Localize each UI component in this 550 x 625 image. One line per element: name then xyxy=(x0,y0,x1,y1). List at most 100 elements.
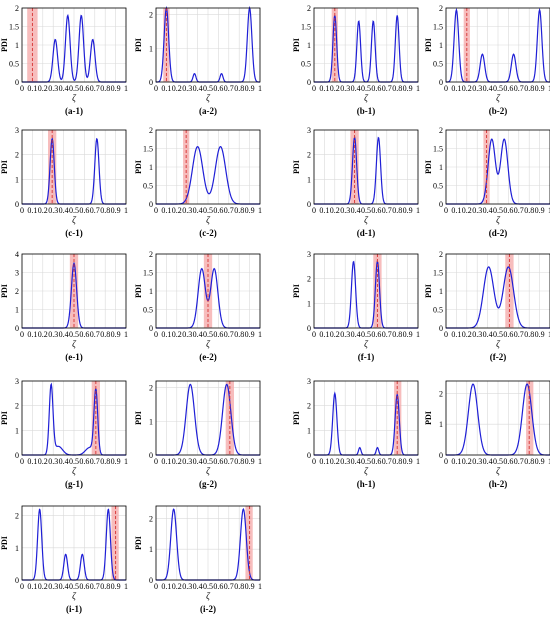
y-tick-label: 3 xyxy=(307,126,311,135)
x-tick-label: 0.2 xyxy=(38,457,48,466)
x-tick-label: 0.1 xyxy=(27,330,37,339)
x-tick-label: 1 xyxy=(124,582,128,591)
y-tick-label: 0 xyxy=(15,324,19,333)
y-tick-label: 3 xyxy=(15,377,19,386)
x-tick-label: 0.3 xyxy=(472,206,482,215)
y-tick-label: 1 xyxy=(307,299,311,308)
x-tick-label: 1 xyxy=(124,84,128,93)
x-tick-label: 0.5 xyxy=(361,84,371,93)
y-tick-label: 1 xyxy=(149,287,153,296)
y-axis-label: PDI xyxy=(0,284,9,298)
y-tick-label: 0 xyxy=(15,200,19,209)
subplot-caption: (c-1) xyxy=(65,228,83,238)
axes-box xyxy=(21,253,127,329)
x-tick-label: 0.6 xyxy=(79,457,89,466)
y-tick-label: 2 xyxy=(15,151,19,160)
y-tick-label: 1 xyxy=(439,287,443,296)
x-tick-label: 0.1 xyxy=(161,206,171,215)
x-tick-label: 0.2 xyxy=(330,84,340,93)
y-axis-label: PDI xyxy=(424,284,433,298)
x-tick-label: 0.7 xyxy=(224,206,234,215)
x-axis-label: ζ xyxy=(72,215,77,225)
axes-box xyxy=(155,380,261,456)
x-tick-label: 0.6 xyxy=(213,582,223,591)
x-tick-label: 0.9 xyxy=(403,330,413,339)
x-tick-label: 0 xyxy=(20,84,24,93)
y-tick-label: 1 xyxy=(149,44,153,53)
y-tick-label: 0 xyxy=(439,324,443,333)
x-tick-label: 0.8 xyxy=(100,206,110,215)
y-tick-label: 2 xyxy=(149,514,153,523)
subplot-b-2: 0 0.1 0.2 0.3 0.4 0.5 0.6 0.7 0.8 0.9 100.511.52PD… xyxy=(424,4,550,116)
y-tick-label: 0.5 xyxy=(9,60,19,69)
x-tick-label: 0.5 xyxy=(203,457,213,466)
y-tick-label: 0 xyxy=(15,78,19,87)
x-tick-label: 0.6 xyxy=(371,457,381,466)
x-tick-label: 1 xyxy=(416,84,420,93)
x-tick-label: 0.1 xyxy=(319,457,329,466)
x-tick-label: 0.8 xyxy=(392,84,402,93)
x-tick-label: 0.8 xyxy=(100,457,110,466)
y-tick-label: 2 xyxy=(15,4,19,13)
x-tick-label: 0.4 xyxy=(59,457,69,466)
x-tick-label: 0.8 xyxy=(100,582,110,591)
x-tick-label: 0.9 xyxy=(535,84,545,93)
y-tick-label: 4 xyxy=(15,250,19,259)
x-tick-label: 0.6 xyxy=(213,84,223,93)
x-axis-label: ζ xyxy=(364,215,369,225)
x-tick-label: 0.9 xyxy=(535,457,545,466)
x-tick-label: 0 xyxy=(154,330,158,339)
y-tick-label: 1.5 xyxy=(9,23,19,32)
x-tick-label: 0.4 xyxy=(193,84,203,93)
x-tick-label: 0.4 xyxy=(193,330,203,339)
x-tick-label: 0.7 xyxy=(224,330,234,339)
subplot-caption: (a-2) xyxy=(199,106,217,116)
axes-box xyxy=(313,7,419,83)
axes-box xyxy=(21,380,127,456)
subplot-caption: (d-1) xyxy=(357,228,376,238)
y-tick-label: 1.5 xyxy=(301,23,311,32)
axes-box xyxy=(445,7,550,83)
highlight-band xyxy=(526,381,534,455)
x-tick-label: 0.2 xyxy=(330,330,340,339)
x-tick-label: 0.9 xyxy=(111,457,121,466)
x-axis-label: ζ xyxy=(206,215,211,225)
subplot-caption: (e-1) xyxy=(65,352,83,362)
x-tick-label: 0.8 xyxy=(100,330,110,339)
y-tick-label: 0 xyxy=(439,451,443,460)
y-axis-label: PDI xyxy=(292,411,301,425)
x-axis-label: ζ xyxy=(72,339,77,349)
x-tick-label: 1 xyxy=(124,206,128,215)
x-tick-label: 0.7 xyxy=(224,84,234,93)
y-axis-label: PDI xyxy=(424,411,433,425)
x-tick-label: 0.3 xyxy=(182,330,192,339)
x-tick-label: 0.7 xyxy=(514,84,524,93)
y-tick-label: 2 xyxy=(149,250,153,259)
x-tick-label: 0.1 xyxy=(161,330,171,339)
x-tick-label: 0.5 xyxy=(203,84,213,93)
x-tick-label: 0.8 xyxy=(234,330,244,339)
x-tick-label: 1 xyxy=(124,330,128,339)
y-tick-label: 1 xyxy=(307,41,311,50)
x-tick-label: 0.9 xyxy=(245,84,255,93)
subplot-caption: (i-2) xyxy=(200,604,216,614)
x-tick-label: 1 xyxy=(416,457,420,466)
x-tick-label: 0.2 xyxy=(38,582,48,591)
y-tick-label: 1 xyxy=(307,175,311,184)
subplot-e-2: 0 0.1 0.2 0.3 0.4 0.5 0.6 0.7 0.8 0.9 100.511.52PD… xyxy=(134,250,262,362)
y-axis-label: PDI xyxy=(424,38,433,52)
y-tick-label: 2 xyxy=(307,4,311,13)
subplot-caption: (b-2) xyxy=(489,106,508,116)
x-tick-label: 0.7 xyxy=(382,206,392,215)
x-tick-label: 0.6 xyxy=(503,84,513,93)
x-tick-label: 0.1 xyxy=(27,206,37,215)
x-tick-label: 0 xyxy=(312,457,316,466)
axes-box xyxy=(155,505,261,581)
x-tick-label: 0.2 xyxy=(38,84,48,93)
axes-box xyxy=(21,7,127,83)
y-tick-label: 0 xyxy=(15,576,19,585)
x-tick-label: 0.3 xyxy=(48,582,58,591)
subplot-i-1: 0 0.1 0.2 0.3 0.4 0.5 0.6 0.7 0.8 0.9 1012PDIζ(i-1… xyxy=(0,505,128,614)
x-tick-label: 0.9 xyxy=(245,330,255,339)
y-tick-label: 1 xyxy=(15,426,19,435)
